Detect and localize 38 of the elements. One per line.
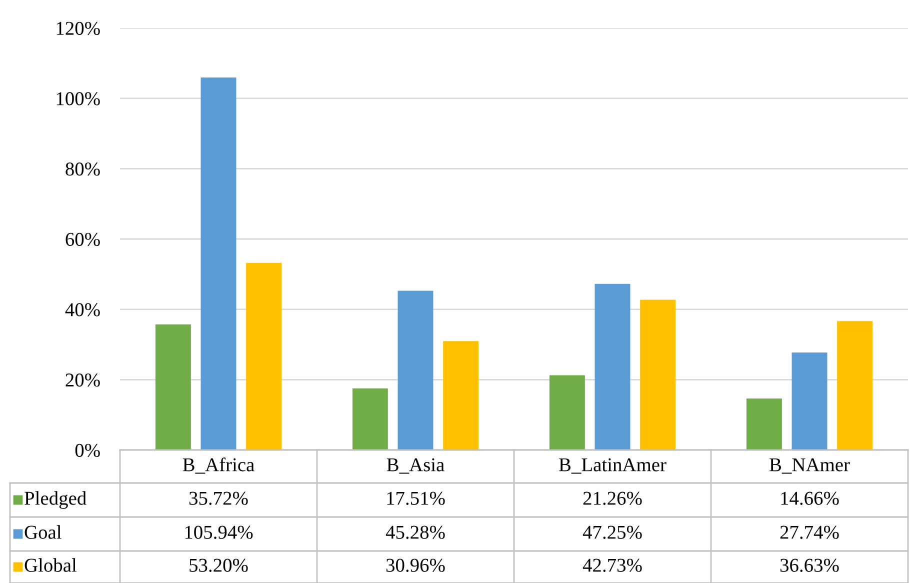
y-tick-label: 0% — [75, 444, 100, 457]
bar — [246, 262, 282, 450]
y-tick-label: 20% — [66, 373, 100, 387]
bar — [640, 300, 676, 450]
y-tick-label: 40% — [65, 303, 100, 316]
data-label: 47.25% — [582, 526, 642, 539]
y-tick-label: 60% — [66, 232, 100, 246]
data-label: 17.51% — [387, 492, 445, 505]
data-label: 14.66% — [781, 492, 839, 505]
y-tick-label: 80% — [66, 162, 100, 176]
bar — [155, 324, 191, 450]
bar — [792, 352, 828, 450]
data-label: 27.74% — [780, 526, 839, 539]
data-label: 36.63% — [780, 558, 839, 572]
data-label: 105.94% — [185, 526, 253, 539]
legend-label: Pledged — [24, 491, 86, 509]
data-label: 30.96% — [386, 558, 445, 572]
data-label: 42.73% — [582, 558, 642, 572]
bar — [352, 388, 388, 450]
bar — [398, 290, 434, 450]
bar — [549, 375, 585, 450]
bar — [837, 321, 873, 450]
legend-label: Global — [24, 558, 77, 572]
x-tick-label: B_LatinAmer — [559, 458, 666, 474]
y-tick-label: 100% — [56, 92, 100, 106]
bar — [443, 341, 479, 450]
bar — [594, 284, 630, 450]
data-label: 45.28% — [386, 526, 445, 539]
x-tick-label: B_Asia — [386, 458, 444, 474]
data-label: 35.72% — [189, 492, 248, 505]
bar — [200, 77, 236, 450]
x-tick-label: B_Africa — [182, 457, 254, 474]
x-tick-label: B_NAmer — [770, 458, 850, 474]
y-tick-label: 120% — [56, 22, 100, 35]
data-label: 21.26% — [583, 492, 642, 505]
legend-label: Goal — [24, 525, 62, 539]
bar — [746, 398, 782, 450]
data-label: 53.20% — [190, 558, 248, 572]
